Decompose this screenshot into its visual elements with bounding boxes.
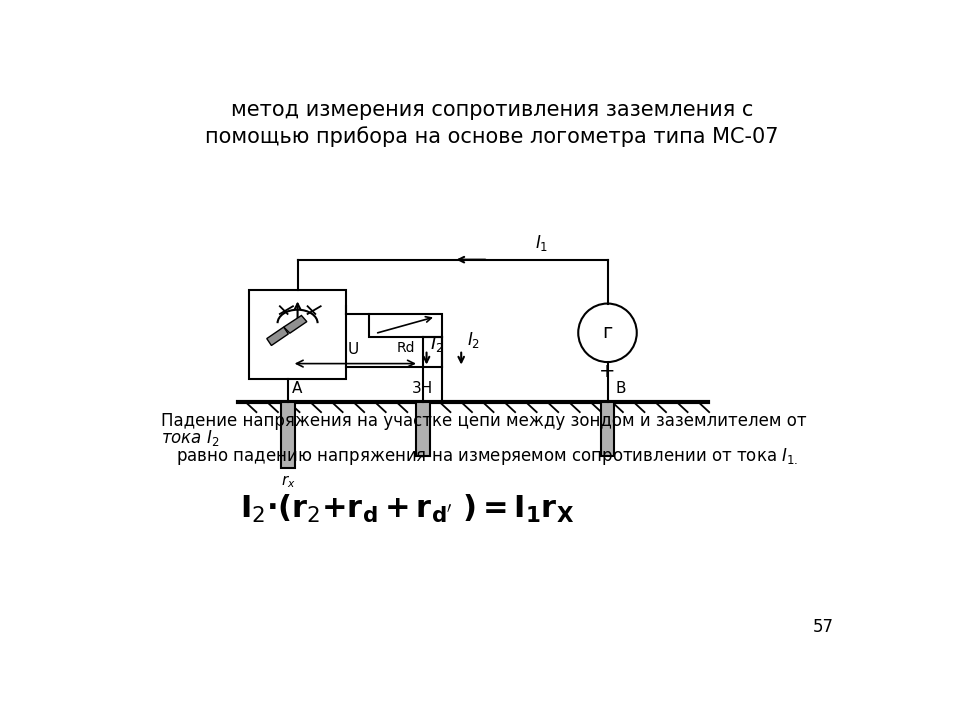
Bar [369,313,442,337]
Circle shape [578,304,636,362]
Text: 57: 57 [812,618,833,636]
Text: B: B [615,381,626,396]
Bar [250,290,346,379]
Text: Падение напряжения на участке цепи между зондом и заземлителем от: Падение напряжения на участке цепи между… [161,413,806,431]
Bar [281,402,295,467]
Text: тока $I_2$: тока $I_2$ [161,428,220,449]
Text: равно падению напряжения на измеряемом сопротивлении от тока $I_{1.}$: равно падению напряжения на измеряемом с… [177,446,799,467]
Text: $\mathbf{I}_2\mathbf{\cdot(r}_2\mathbf{+r_d+r_{d^{\prime}}\ )=I_1r_X}$: $\mathbf{I}_2\mathbf{\cdot(r}_2\mathbf{+… [240,493,574,525]
Text: $I_2$: $I_2$ [468,330,481,351]
Text: помощью прибора на основе логометра типа МС-07: помощью прибора на основе логометра типа… [205,126,779,147]
Bar [601,402,614,456]
Text: +: + [599,361,615,381]
Text: U: U [348,343,359,357]
Text: Rd: Rd [396,341,415,355]
Text: 3Н: 3Н [412,381,433,396]
Text: $I_1$: $I_1$ [536,233,549,253]
Text: метод измерения сопротивления заземления с: метод измерения сопротивления заземления… [230,99,754,120]
Text: г: г [602,323,612,342]
Polygon shape [284,315,307,333]
Polygon shape [267,327,288,346]
Text: $I_2$: $I_2$ [430,334,444,354]
Bar [416,402,430,456]
Text: A: A [292,381,302,396]
Text: $r_x$: $r_x$ [280,474,296,490]
